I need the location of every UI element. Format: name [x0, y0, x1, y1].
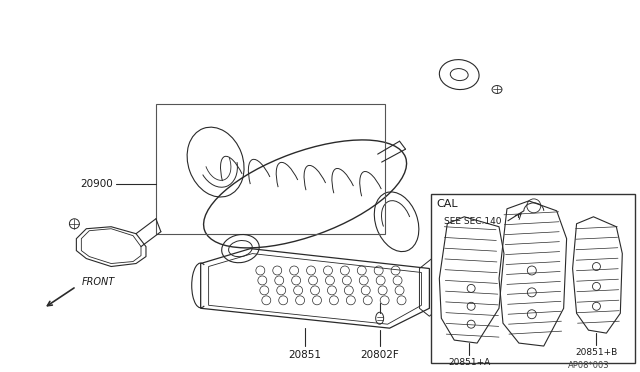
Text: 20851+A: 20851+A — [448, 358, 490, 367]
Text: CAL: CAL — [436, 199, 458, 209]
Text: 20802F: 20802F — [360, 350, 399, 360]
Text: 20851: 20851 — [289, 350, 321, 360]
Bar — [156, 105, 385, 234]
Text: FRONT: FRONT — [81, 278, 115, 288]
Text: AP08*003: AP08*003 — [568, 361, 609, 370]
Text: SEE SEC.140: SEE SEC.140 — [444, 217, 502, 226]
Text: 20900: 20900 — [81, 179, 113, 189]
Text: 20851+B: 20851+B — [575, 348, 618, 357]
Bar — [431, 194, 636, 363]
